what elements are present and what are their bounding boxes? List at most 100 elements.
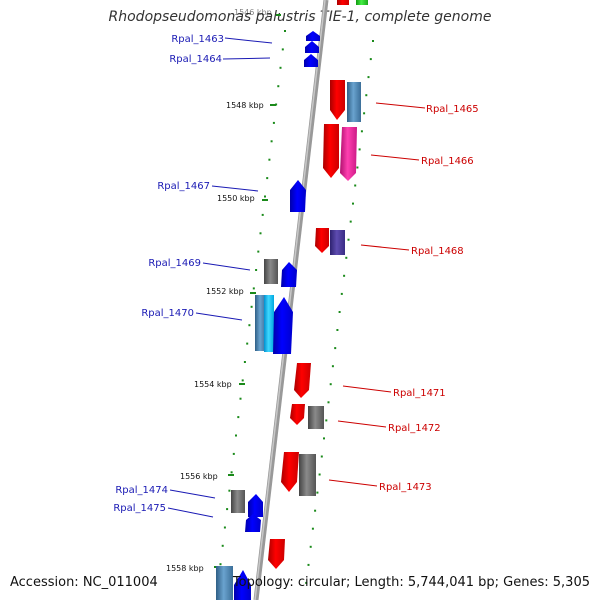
gene-label-rpal-1466[interactable]: Rpal_1466	[421, 156, 474, 167]
gene-label-rpal-1474[interactable]: Rpal_1474	[115, 485, 168, 496]
gene-rpal-1465[interactable]	[330, 80, 345, 120]
callout-line	[360, 244, 410, 251]
gene-rpal-1468[interactable]	[315, 228, 329, 253]
track-dot	[340, 292, 343, 295]
track-dot	[219, 563, 222, 566]
gene-rpal-1470b[interactable]	[264, 295, 274, 352]
gene-rpal-1470c[interactable]	[273, 297, 293, 354]
gene-rpal-1473[interactable]	[281, 452, 299, 492]
scale-label-1550: 1550 kbp	[217, 194, 255, 203]
gene-label-rpal-1464[interactable]: Rpal_1464	[169, 54, 222, 65]
callout-line	[211, 185, 259, 192]
callout-line	[370, 154, 420, 161]
gene-rpal-1472[interactable]	[290, 404, 305, 425]
track-dot	[323, 437, 325, 440]
gene-rpal-1473b[interactable]	[299, 454, 316, 496]
scale-label-1546: 1546 kbp	[234, 8, 272, 17]
track-dot	[356, 166, 359, 169]
track-dot	[336, 329, 339, 331]
track-dot	[250, 305, 253, 308]
callout-line	[375, 102, 426, 109]
gene-rpal-1469[interactable]	[264, 259, 278, 284]
right-track-dots	[305, 40, 374, 584]
gene-rpal-1474[interactable]	[231, 490, 245, 513]
gene-rpal-1465b[interactable]	[347, 82, 361, 122]
callout-line	[222, 57, 271, 60]
callout-line	[224, 37, 273, 44]
gene-label-rpal-1469[interactable]: Rpal_1469	[148, 258, 201, 269]
track-dot	[266, 177, 269, 180]
genome-backbone	[253, 0, 329, 600]
track-dot	[365, 94, 368, 97]
callout-line	[337, 420, 387, 428]
track-dot	[334, 347, 337, 350]
gene-rpal-1463b[interactable]	[305, 41, 319, 53]
track-dot	[318, 473, 321, 476]
track-dot	[343, 274, 346, 277]
left-track-dots	[217, 30, 286, 584]
track-dot	[237, 416, 240, 419]
track-dot	[367, 76, 370, 79]
scale-label-1558: 1558 kbp	[166, 564, 204, 573]
gene-rpal-1470[interactable]	[255, 295, 266, 351]
gene-rpal-1468b[interactable]	[330, 230, 345, 255]
track-dot	[363, 112, 366, 115]
track-dot	[252, 287, 255, 290]
gene-rpal-1463[interactable]	[306, 31, 320, 41]
track-dot	[358, 148, 361, 151]
gene-rpal-1467[interactable]	[290, 180, 306, 212]
gene-label-rpal-1470[interactable]: Rpal_1470	[141, 308, 194, 319]
track-dot	[347, 238, 350, 241]
gene-label-rpal-1473[interactable]: Rpal_1473	[379, 482, 432, 493]
track-dot	[230, 471, 233, 474]
track-dot	[243, 361, 246, 363]
gene-rpal-1475[interactable]	[245, 514, 261, 532]
scale-label-1552: 1552 kbp	[206, 287, 244, 296]
callout-line	[167, 507, 214, 518]
track-dot	[279, 66, 282, 69]
gene-rpal-1471[interactable]	[294, 363, 311, 398]
scale-label-1554: 1554 kbp	[194, 380, 232, 389]
callout-line	[202, 262, 251, 271]
gene-label-rpal-1468[interactable]: Rpal_1468	[411, 246, 464, 257]
gene-label-rpal-1467[interactable]: Rpal_1467	[157, 181, 210, 192]
track-dot	[246, 342, 249, 345]
track-dot	[241, 379, 244, 382]
track-dot	[264, 195, 266, 198]
gene-rpal-1464[interactable]	[304, 54, 318, 67]
gene-label-rpal-1465[interactable]: Rpal_1465	[426, 104, 479, 115]
track-dot	[305, 581, 308, 584]
gene-partial-steel	[216, 566, 233, 600]
callout-line	[342, 385, 392, 393]
gene-rpal-1474b[interactable]	[248, 494, 263, 517]
gene-label-rpal-1471[interactable]: Rpal_1471	[393, 388, 446, 399]
gene-rpal-1469b[interactable]	[281, 262, 297, 287]
track-dot	[349, 220, 352, 223]
gene-rpal-1466b[interactable]	[340, 127, 357, 181]
track-dot	[270, 140, 273, 143]
gene-green-partial	[356, 0, 368, 5]
track-dot	[239, 397, 242, 400]
gene-label-rpal-1472[interactable]: Rpal_1472	[388, 423, 441, 434]
track-dot	[329, 383, 332, 386]
track-dot	[259, 232, 262, 235]
track-dot	[311, 527, 314, 530]
gene-red-partial	[337, 0, 349, 5]
track-dot	[372, 40, 374, 42]
track-dot	[338, 311, 341, 313]
gene-partial-blue	[234, 570, 251, 600]
scale-tick	[239, 383, 245, 385]
gene-rpal-1466[interactable]	[323, 124, 339, 178]
callout-line	[328, 479, 378, 487]
genome-summary: Topology: circular; Length: 5,744,041 bp…	[232, 575, 590, 590]
gene-rpal-1472b[interactable]	[308, 406, 324, 429]
callout-line	[169, 489, 216, 499]
genome-backbone-highlight	[254, 0, 326, 600]
track-dot	[232, 452, 235, 455]
gene-label-rpal-1463[interactable]: Rpal_1463	[171, 34, 224, 45]
gene-label-rpal-1475[interactable]: Rpal_1475	[113, 503, 166, 514]
track-dot	[360, 130, 363, 133]
scale-tick	[228, 474, 234, 476]
scale-label-1548: 1548 kbp	[226, 101, 264, 110]
